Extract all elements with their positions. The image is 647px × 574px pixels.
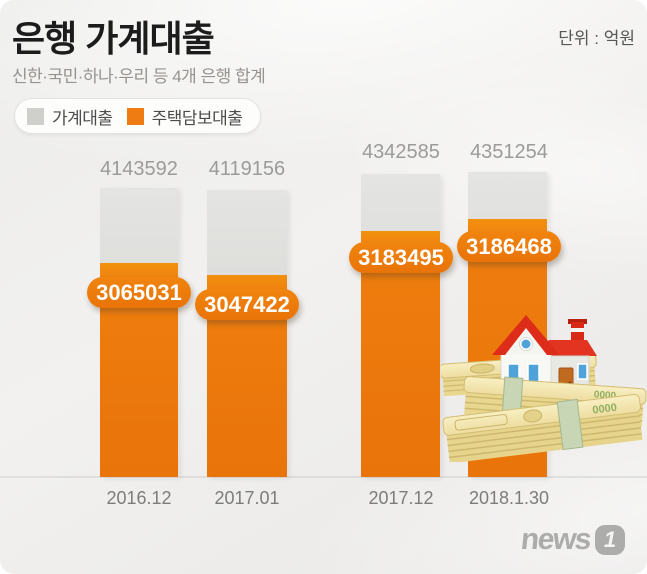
mortgage-value-pill: 3183495 [349,242,453,273]
bar-2017-12 [361,174,440,477]
legend-label-mortgage: 주택담보대출 [151,108,243,128]
logo-number: 1 [603,527,617,552]
legend: 가계대출 주택담보대출 [14,98,262,134]
x-axis-label: 2017.01 [214,488,280,508]
page-title: 은행 가계대출 [12,18,215,59]
mortgage-value-pill: 3047422 [195,289,299,320]
bar-2016-12 [100,188,178,477]
mortgage-value-pill: 3065031 [87,277,191,308]
bar-total-label: 4342585 [362,141,440,163]
unit-label: 단위 : 억원 [558,29,635,48]
house-money-illustration-icon: 0000 0000 [441,315,647,462]
x-axis-label: 2017.12 [368,488,434,508]
bar-total-label: 4143592 [100,158,178,180]
logo-text: news [519,523,592,556]
bar-total-label: 4351254 [470,141,548,163]
legend-label-household: 가계대출 [52,108,113,128]
subtitle: 신한·국민·하나·우리 등 4개 은행 합계 [12,67,266,86]
legend-swatch-mortgage-icon [126,107,144,125]
x-axis-label: 2018.1.30 [468,488,550,508]
svg-text:0000: 0000 [592,402,618,417]
x-axis-label: 2016.12 [106,488,172,508]
logo-badge: 1 [595,525,625,555]
bar-2017-01 [207,190,287,477]
legend-swatch-household-icon [27,107,44,125]
axis-baseline [0,476,647,478]
mortgage-value-pill: 3186468 [457,231,561,262]
news1-logo: news 1 [519,523,625,557]
bar-total-label: 4119156 [208,158,286,180]
